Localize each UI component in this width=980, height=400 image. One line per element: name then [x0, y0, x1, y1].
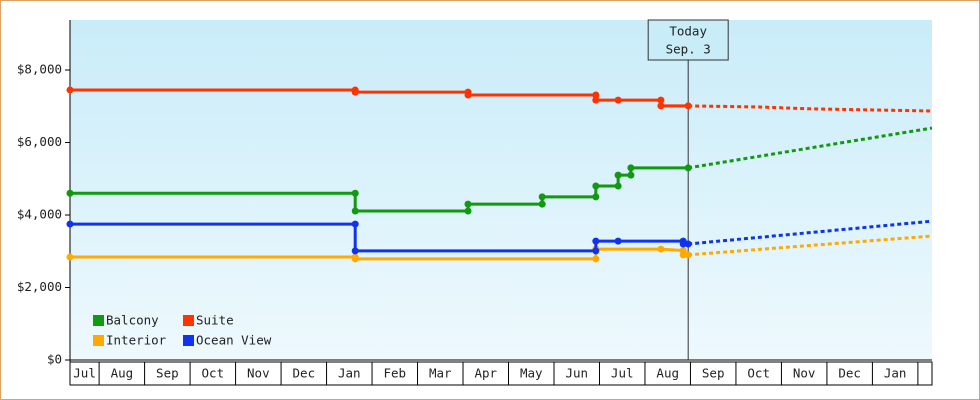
x-tick-label: Aug [656, 366, 679, 381]
price-point [684, 240, 692, 248]
price-point [679, 251, 687, 259]
x-tick-label: Apr [474, 366, 497, 381]
y-tick-label: $2,000 [17, 279, 62, 294]
legend-swatch [183, 315, 194, 326]
x-tick-label: Sep [702, 366, 725, 381]
price-point [614, 96, 622, 104]
price-point [592, 91, 600, 99]
y-tick-label: $6,000 [17, 134, 62, 149]
price-point [592, 237, 600, 245]
today-label: Today [669, 24, 707, 39]
price-point [592, 182, 600, 190]
today-box [647, 19, 729, 61]
price-point [627, 171, 635, 179]
legend-swatch [183, 335, 194, 346]
price-point [66, 253, 74, 261]
price-point [351, 189, 359, 197]
x-tick-label: Mar [429, 366, 452, 381]
x-tick-label: Oct [747, 366, 770, 381]
y-tick-label: $0 [47, 352, 62, 367]
price-point [684, 251, 692, 259]
x-tick-label: Sep [156, 366, 179, 381]
price-point [592, 255, 600, 263]
price-point [464, 207, 472, 215]
today-label: Sep. 3 [666, 42, 711, 57]
price-point [351, 220, 359, 228]
price-point [66, 189, 74, 197]
price-point [351, 255, 359, 263]
x-tick-label: Jan [338, 366, 361, 381]
forecast-line [688, 234, 933, 257]
x-tick-label: Feb [383, 366, 406, 381]
price-point [464, 200, 472, 208]
x-tick-label: Jul [73, 366, 96, 381]
price-point [684, 164, 692, 172]
x-tick-label: May [520, 366, 543, 381]
price-point [592, 247, 600, 255]
price-point [657, 102, 665, 110]
price-point [614, 182, 622, 190]
x-tick-label: Dec [838, 366, 861, 381]
price-point [657, 96, 665, 104]
x-tick-label: Jan [884, 366, 907, 381]
price-point [614, 237, 622, 245]
price-point [66, 86, 74, 94]
legend-swatch [93, 335, 104, 346]
legend-label: Balcony [106, 313, 159, 328]
x-axis-band [69, 361, 933, 386]
legend-label: Ocean View [196, 333, 272, 348]
price-point [538, 200, 546, 208]
price-point [679, 240, 687, 248]
price-point [627, 164, 635, 172]
price-point [66, 220, 74, 228]
x-tick-label: Nov [793, 366, 816, 381]
price-point [351, 88, 359, 96]
price-point [592, 193, 600, 201]
price-point [464, 91, 472, 99]
forecast-line [687, 126, 933, 170]
price-point [592, 96, 600, 104]
forecast-line [688, 104, 933, 113]
forecast-line [688, 219, 933, 246]
legend-label: Suite [196, 313, 234, 328]
price-point [351, 207, 359, 215]
x-tick-label: Jun [565, 366, 588, 381]
price-point [684, 102, 692, 110]
plot-area [70, 20, 932, 360]
price-point [538, 193, 546, 201]
legend-swatch [93, 315, 104, 326]
y-tick-label: $4,000 [17, 207, 62, 222]
x-tick-label: Oct [202, 366, 225, 381]
x-tick-label: Aug [111, 366, 134, 381]
price-point [351, 247, 359, 255]
y-tick-label: $8,000 [17, 62, 62, 77]
price-point [657, 245, 665, 253]
price-point [614, 171, 622, 179]
legend-label: Interior [106, 333, 167, 348]
x-tick-label: Nov [247, 366, 270, 381]
x-tick-label: Dec [293, 366, 316, 381]
x-tick-label: Jul [611, 366, 634, 381]
